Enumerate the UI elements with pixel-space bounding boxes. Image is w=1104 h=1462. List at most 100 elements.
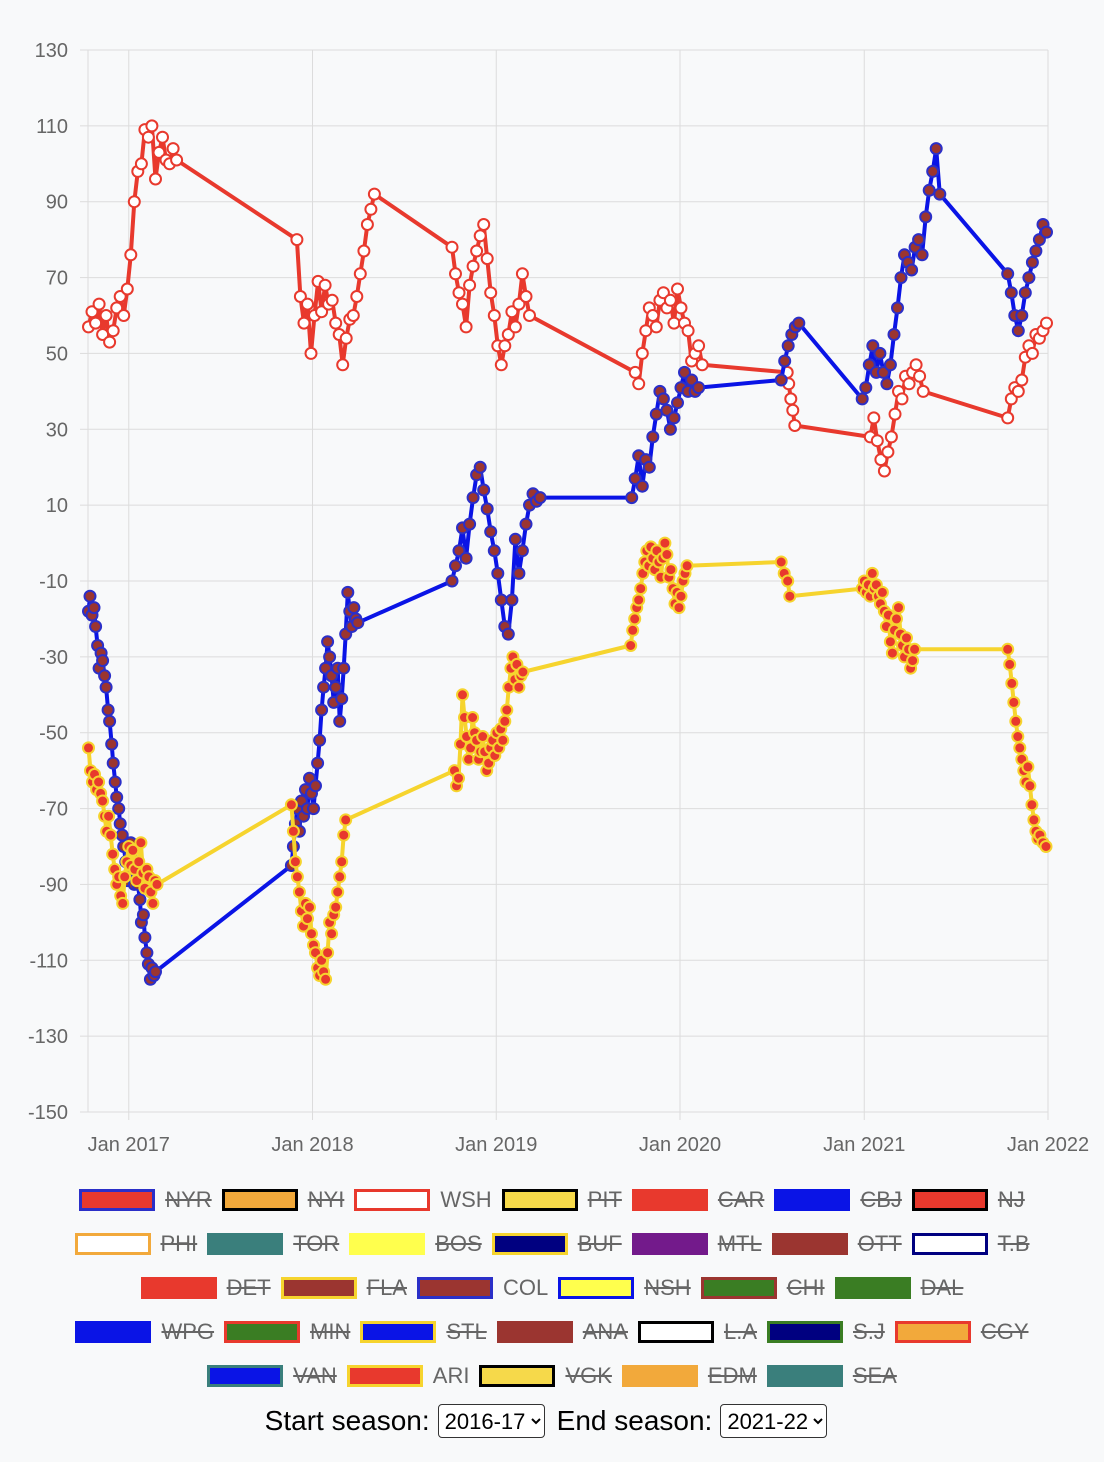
y-tick-label: 10 (46, 495, 68, 517)
x-tick-label: Jan 2017 (88, 1134, 170, 1156)
legend-item-car[interactable]: CAR (631, 1187, 764, 1213)
data-point-col (667, 411, 681, 425)
legend-item-nsh[interactable]: NSH (558, 1275, 691, 1301)
legend-item-ott[interactable]: OTT (771, 1231, 902, 1257)
y-tick-label: 30 (46, 419, 68, 441)
data-point-wsh (353, 267, 367, 281)
data-point-col (477, 483, 491, 497)
legend-item-ana[interactable]: ANA (496, 1319, 628, 1345)
legend-item-phi[interactable]: PHI (74, 1231, 197, 1257)
data-point-wsh (498, 339, 512, 353)
legend-item-mtl[interactable]: MTL (631, 1231, 762, 1257)
data-point-col (905, 263, 919, 277)
data-point-col (912, 233, 926, 247)
legend-swatch (79, 1189, 156, 1211)
end-season-select[interactable]: 2021-22 (720, 1404, 828, 1438)
legend: NYR NYI WSH PIT CAR CBJ NJ PHI TOR BOS BUF MTL OTT T.… (0, 1178, 1104, 1398)
legend-swatch (771, 1233, 848, 1255)
legend-item-ari[interactable]: ARI (346, 1363, 469, 1389)
data-point-wsh (784, 392, 798, 406)
data-point-ari (339, 813, 353, 827)
data-point-col (1022, 271, 1036, 285)
legend-label: NYR (165, 1187, 212, 1212)
legend-item-van[interactable]: VAN (207, 1363, 337, 1389)
data-point-ari (672, 601, 686, 615)
data-point-col (781, 339, 795, 353)
data-point-ari (1011, 730, 1025, 743)
legend-label: CBJ (860, 1187, 902, 1212)
legend-item-vgk[interactable]: VGK (479, 1363, 612, 1389)
data-point-col (89, 620, 103, 633)
legend-item-stl[interactable]: STL (360, 1319, 487, 1345)
legend-item-wpg[interactable]: WPG (75, 1319, 214, 1345)
data-point-wsh (346, 309, 360, 322)
legend-item-chi[interactable]: CHI (700, 1275, 825, 1301)
legend-swatch (700, 1277, 777, 1299)
legend-item-sj[interactable]: S.J (767, 1319, 885, 1345)
legend-item-cgy[interactable]: CGY (894, 1319, 1029, 1345)
y-tick-label: 130 (35, 40, 68, 62)
data-point-wsh (895, 392, 909, 406)
data-point-col (333, 714, 347, 728)
data-point-ari (146, 896, 160, 910)
data-point-col (635, 479, 649, 493)
data-point-col (487, 544, 501, 558)
data-point-ari (134, 836, 148, 850)
legend-item-nyr[interactable]: NYR (79, 1187, 212, 1213)
legend-item-pit[interactable]: PIT (501, 1187, 622, 1213)
legend-item-wsh[interactable]: WSH (354, 1187, 492, 1213)
data-point-wsh (512, 297, 526, 311)
data-point-col (466, 491, 480, 505)
data-point-wsh (318, 278, 332, 292)
legend-item-buf[interactable]: BUF (491, 1231, 622, 1257)
data-point-wsh (881, 445, 895, 459)
data-point-wsh (1040, 316, 1053, 330)
legend-item-tb[interactable]: T.B (911, 1231, 1030, 1257)
legend-swatch (346, 1365, 423, 1387)
legend-item-fla[interactable]: FLA (280, 1275, 407, 1301)
data-point-ari (496, 733, 510, 747)
data-point-col (628, 472, 642, 486)
data-point-ari (1023, 779, 1037, 793)
data-point-ari (466, 711, 480, 724)
legend-row: DET FLA COL NSH CHI DAL (0, 1266, 1104, 1310)
legend-row: PHI TOR BOS BUF MTL OTT T.B (0, 1222, 1104, 1266)
data-point-ari (301, 912, 314, 926)
data-point-ari (1009, 714, 1023, 728)
data-point-ari (634, 582, 648, 596)
data-point-col (505, 593, 519, 607)
data-point-ari (1039, 840, 1053, 853)
legend-item-nyi[interactable]: NYI (221, 1187, 344, 1213)
legend-item-bos[interactable]: BOS (349, 1231, 482, 1257)
legend-swatch (207, 1233, 284, 1255)
legend-item-tor[interactable]: TOR (207, 1231, 339, 1257)
legend-item-sea[interactable]: SEA (766, 1363, 897, 1389)
data-point-col (855, 392, 869, 406)
data-point-col (307, 802, 320, 816)
data-point-wsh (916, 384, 930, 398)
data-point-ari (664, 563, 678, 577)
data-point-wsh (635, 346, 649, 360)
data-point-wsh (487, 309, 501, 322)
legend-item-cbj[interactable]: CBJ (774, 1187, 902, 1213)
start-season-select[interactable]: 2016-17 (437, 1404, 545, 1438)
y-tick-label: -150 (28, 1102, 68, 1124)
data-point-wsh (127, 195, 141, 209)
x-tick-label: Jan 2020 (639, 1134, 721, 1156)
data-point-col (678, 365, 691, 379)
legend-item-dal[interactable]: DAL (834, 1275, 963, 1301)
data-point-ari (1005, 676, 1019, 690)
legend-item-col[interactable]: COL (416, 1275, 548, 1301)
data-point-col (311, 756, 325, 770)
data-point-col (891, 301, 904, 315)
legend-item-edm[interactable]: EDM (621, 1363, 757, 1389)
legend-item-min[interactable]: MIN (224, 1319, 350, 1345)
data-point-ari (900, 631, 913, 645)
legend-swatch (631, 1189, 708, 1211)
y-tick-label: -90 (39, 874, 68, 896)
legend-item-nj[interactable]: NJ (911, 1187, 1025, 1213)
data-point-col (866, 339, 880, 353)
legend-item-det[interactable]: DET (140, 1275, 271, 1301)
legend-item-la[interactable]: L.A (637, 1319, 757, 1345)
data-point-wsh (89, 316, 103, 330)
